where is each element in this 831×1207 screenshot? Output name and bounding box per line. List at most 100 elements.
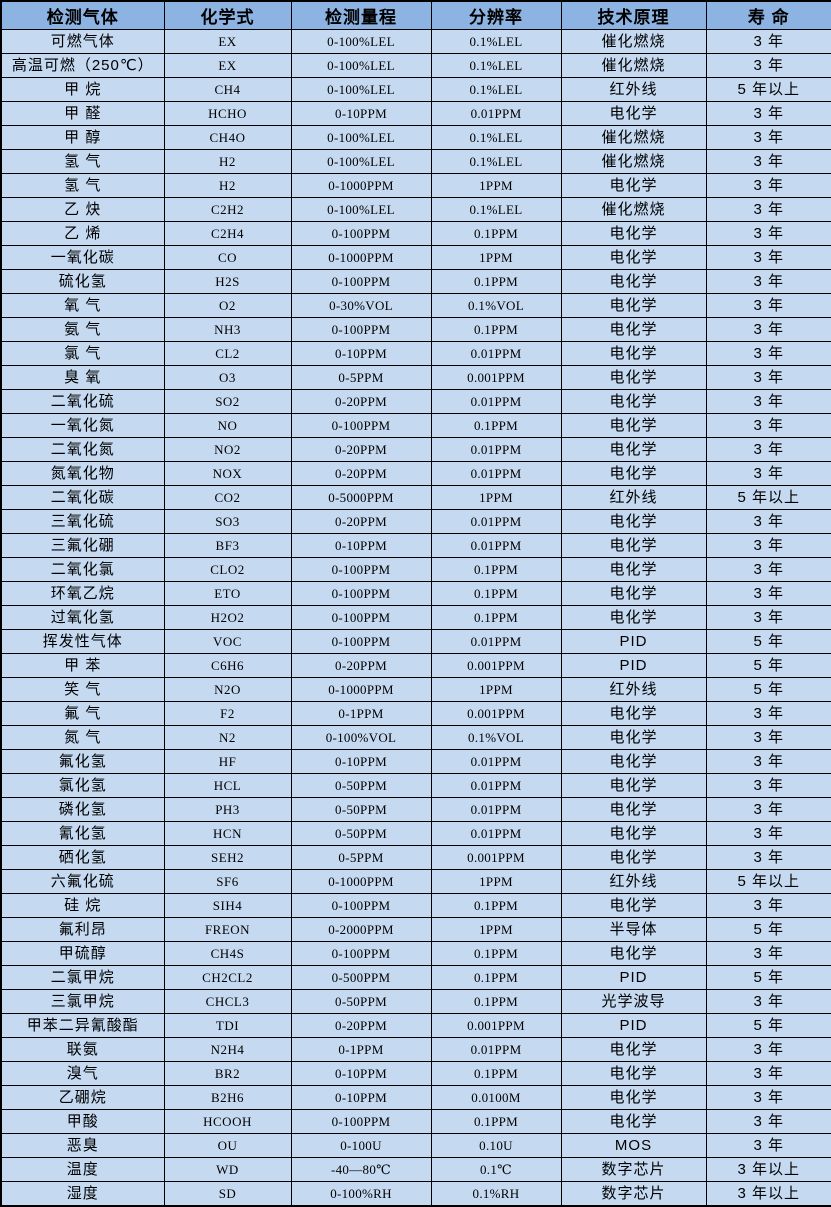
cell-resolution: 1PPM <box>430 869 562 894</box>
cell-lifetime: 3 年 <box>705 221 831 246</box>
cell-principle: 电化学 <box>560 173 707 198</box>
cell-resolution: 0.1%LEL <box>430 149 562 174</box>
cell-range: 0-1PPM <box>290 701 432 726</box>
cell-principle: 催化燃烧 <box>560 53 707 78</box>
cell-principle: 电化学 <box>560 365 707 390</box>
table-row: 可燃气体 EX 0-100%LEL 0.1%LEL 催化燃烧 3 年 <box>0 29 831 54</box>
cell-principle: 电化学 <box>560 101 707 126</box>
cell-lifetime: 3 年 <box>705 797 831 822</box>
cell-range: 0-20PPM <box>290 389 432 414</box>
cell-range: 0-100%LEL <box>290 149 432 174</box>
cell-lifetime: 3 年 <box>705 53 831 78</box>
cell-gas: 二氧化碳 <box>0 485 165 510</box>
cell-principle: 催化燃烧 <box>560 197 707 222</box>
cell-formula: NO2 <box>163 437 292 462</box>
table-row: 挥发性气体 VOC 0-100PPM 0.01PPM PID 5 年 <box>0 629 831 654</box>
cell-gas: 过氧化氢 <box>0 605 165 630</box>
cell-formula: FREON <box>163 917 292 942</box>
cell-principle: 红外线 <box>560 677 707 702</box>
cell-range: 0-100PPM <box>290 413 432 438</box>
cell-principle: 电化学 <box>560 701 707 726</box>
cell-principle: 电化学 <box>560 509 707 534</box>
cell-formula: N2O <box>163 677 292 702</box>
table-row: 氯化氢 HCL 0-50PPM 0.01PPM 电化学 3 年 <box>0 773 831 798</box>
cell-resolution: 0.1PPM <box>430 1109 562 1134</box>
cell-range: 0-500PPM <box>290 965 432 990</box>
cell-resolution: 0.1PPM <box>430 413 562 438</box>
cell-lifetime: 3 年 <box>705 461 831 486</box>
cell-range: 0-100PPM <box>290 893 432 918</box>
cell-resolution: 0.01PPM <box>430 341 562 366</box>
cell-lifetime: 3 年 <box>705 269 831 294</box>
cell-range: 0-20PPM <box>290 653 432 678</box>
cell-formula: SD <box>163 1181 292 1207</box>
cell-formula: NOX <box>163 461 292 486</box>
table-row: 氢 气 H2 0-1000PPM 1PPM 电化学 3 年 <box>0 173 831 198</box>
cell-principle: 电化学 <box>560 749 707 774</box>
table-row: 甲苯二异氰酸酯 TDI 0-20PPM 0.001PPM PID 5 年 <box>0 1013 831 1038</box>
cell-principle: 电化学 <box>560 845 707 870</box>
cell-resolution: 0.1PPM <box>430 1061 562 1086</box>
table-row: 氟化氢 HF 0-10PPM 0.01PPM 电化学 3 年 <box>0 749 831 774</box>
table-row: 氟利昂 FREON 0-2000PPM 1PPM 半导体 5 年 <box>0 917 831 942</box>
table-row: 甲 醛 HCHO 0-10PPM 0.01PPM 电化学 3 年 <box>0 101 831 126</box>
cell-range: 0-100PPM <box>290 317 432 342</box>
cell-resolution: 0.1%VOL <box>430 725 562 750</box>
cell-range: 0-100%LEL <box>290 77 432 102</box>
cell-principle: 红外线 <box>560 869 707 894</box>
cell-formula: N2H4 <box>163 1037 292 1062</box>
cell-lifetime: 3 年 <box>705 893 831 918</box>
cell-formula: CH4 <box>163 77 292 102</box>
cell-lifetime: 3 年 <box>705 365 831 390</box>
table-row: 甲硫醇 CH4S 0-100PPM 0.1PPM 电化学 3 年 <box>0 941 831 966</box>
table-row: 二氧化氮 NO2 0-20PPM 0.01PPM 电化学 3 年 <box>0 437 831 462</box>
cell-range: 0-50PPM <box>290 989 432 1014</box>
cell-lifetime: 3 年 <box>705 1061 831 1086</box>
cell-resolution: 0.1PPM <box>430 317 562 342</box>
cell-range: 0-100PPM <box>290 557 432 582</box>
cell-resolution: 0.001PPM <box>430 1013 562 1038</box>
cell-resolution: 0.01PPM <box>430 1037 562 1062</box>
table-row: 三氧化硫 SO3 0-20PPM 0.01PPM 电化学 3 年 <box>0 509 831 534</box>
cell-formula: HCOOH <box>163 1109 292 1134</box>
cell-formula: PH3 <box>163 797 292 822</box>
cell-formula: HF <box>163 749 292 774</box>
cell-resolution: 0.1PPM <box>430 989 562 1014</box>
cell-resolution: 0.01PPM <box>430 821 562 846</box>
cell-formula: TDI <box>163 1013 292 1038</box>
cell-formula: SO2 <box>163 389 292 414</box>
cell-lifetime: 5 年 <box>705 1013 831 1038</box>
cell-lifetime: 3 年 <box>705 317 831 342</box>
cell-lifetime: 3 年 <box>705 725 831 750</box>
cell-formula: SO3 <box>163 509 292 534</box>
cell-principle: 光学波导 <box>560 989 707 1014</box>
cell-resolution: 0.1PPM <box>430 965 562 990</box>
table-row: 三氯甲烷 CHCL3 0-50PPM 0.1PPM 光学波导 3 年 <box>0 989 831 1014</box>
cell-resolution: 0.01PPM <box>430 533 562 558</box>
cell-lifetime: 3 年以上 <box>705 1157 831 1182</box>
cell-range: 0-1000PPM <box>290 245 432 270</box>
cell-range: 0-100%VOL <box>290 725 432 750</box>
cell-gas: 恶臭 <box>0 1133 165 1158</box>
table-row: 甲 烷 CH4 0-100%LEL 0.1%LEL 红外线 5 年以上 <box>0 77 831 102</box>
cell-formula: NH3 <box>163 317 292 342</box>
table-row: 臭 氧 O3 0-5PPM 0.001PPM 电化学 3 年 <box>0 365 831 390</box>
cell-lifetime: 3 年 <box>705 293 831 318</box>
table-row: 湿度 SD 0-100%RH 0.1%RH 数字芯片 3 年以上 <box>0 1181 831 1207</box>
cell-formula: NO <box>163 413 292 438</box>
cell-formula: O2 <box>163 293 292 318</box>
cell-gas: 氢 气 <box>0 149 165 174</box>
cell-range: 0-1PPM <box>290 1037 432 1062</box>
cell-principle: 半导体 <box>560 917 707 942</box>
cell-range: 0-50PPM <box>290 821 432 846</box>
cell-formula: SF6 <box>163 869 292 894</box>
table-row: 乙硼烷 B2H6 0-10PPM 0.0100M 电化学 3 年 <box>0 1085 831 1110</box>
cell-principle: 电化学 <box>560 533 707 558</box>
cell-formula: F2 <box>163 701 292 726</box>
cell-formula: CLO2 <box>163 557 292 582</box>
cell-range: 0-10PPM <box>290 341 432 366</box>
cell-range: 0-100PPM <box>290 605 432 630</box>
cell-gas: 二氧化氯 <box>0 557 165 582</box>
cell-principle: 数字芯片 <box>560 1181 707 1207</box>
cell-principle: 电化学 <box>560 557 707 582</box>
